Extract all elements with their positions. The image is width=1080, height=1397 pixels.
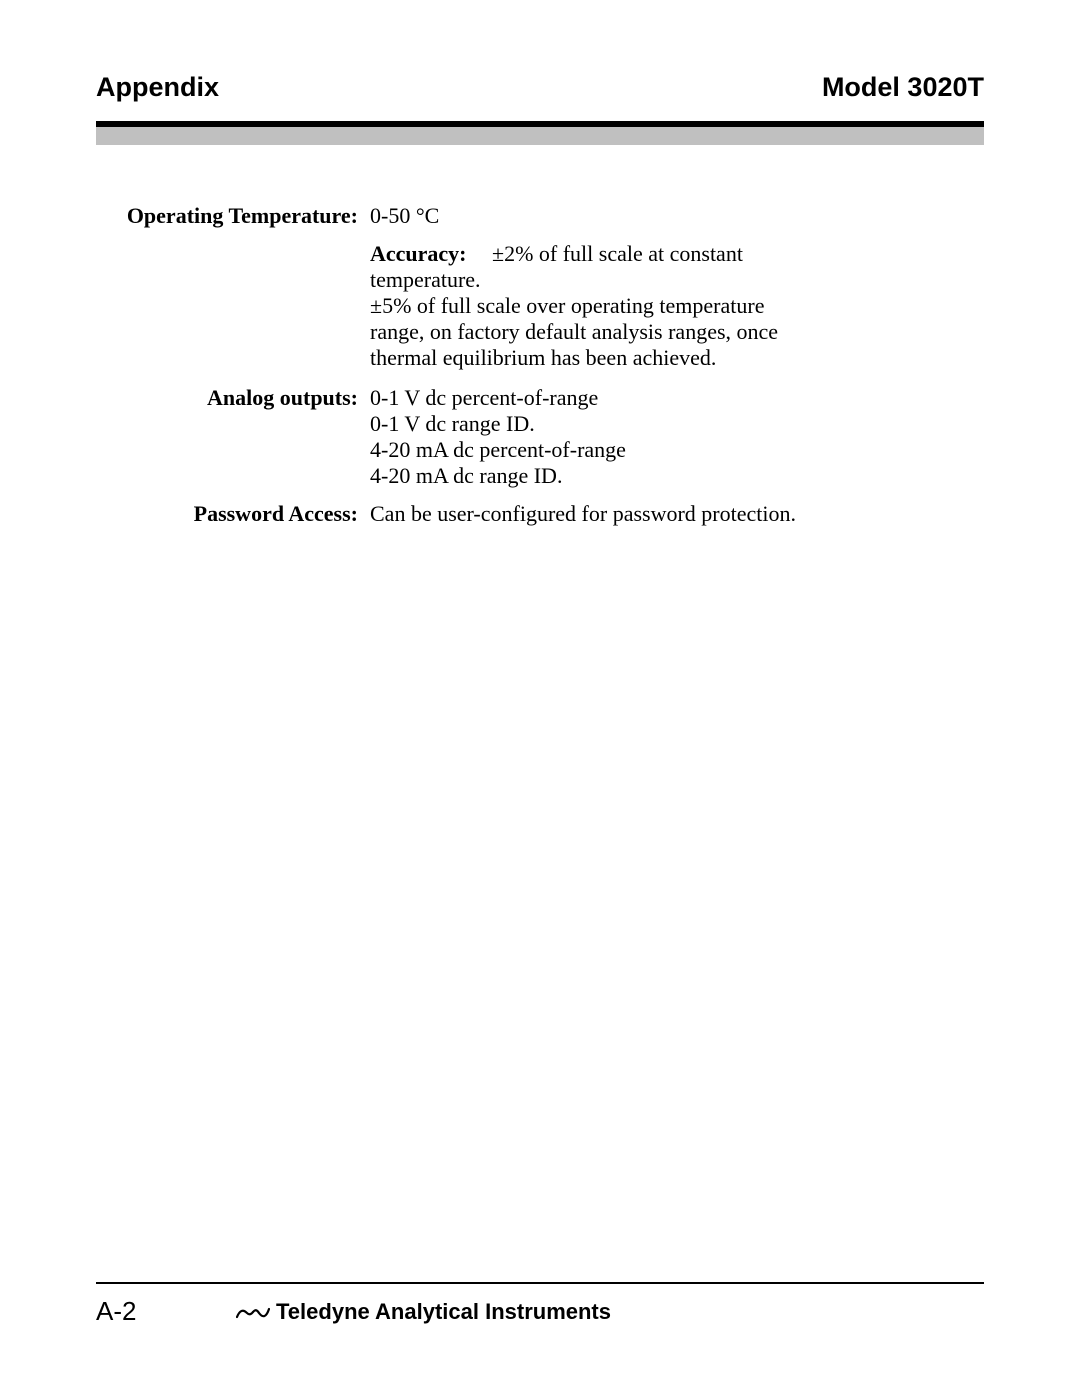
accuracy-line1-rest: ±2% of full scale at constant xyxy=(492,241,743,266)
header-left: Appendix xyxy=(96,72,219,103)
accuracy-line2: temperature. xyxy=(370,267,810,293)
teledyne-logo-icon xyxy=(236,1303,270,1321)
spec-accuracy-block: Accuracy:±2% of full scale at constant t… xyxy=(370,241,810,371)
footer-brand-wrap: Teledyne Analytical Instruments xyxy=(236,1299,611,1325)
analog-output-line: 0-1 V dc percent-of-range xyxy=(370,385,626,411)
spec-label: Password Access: xyxy=(126,501,370,527)
footer-rule xyxy=(96,1282,984,1284)
spec-row-password-access: Password Access: Can be user-configured … xyxy=(126,501,984,527)
spec-label: Operating Temperature: xyxy=(126,203,370,229)
page-header: Appendix Model 3020T xyxy=(96,72,984,103)
spec-value: Can be user-configured for password prot… xyxy=(370,501,796,527)
analog-output-line: 0-1 V dc range ID. xyxy=(370,411,626,437)
spec-value: 0-1 V dc percent-of-range 0-1 V dc range… xyxy=(370,385,626,489)
accuracy-label: Accuracy: xyxy=(370,241,492,267)
page-number: A-2 xyxy=(96,1296,236,1327)
spec-label: Analog outputs: xyxy=(126,385,370,411)
spec-row-operating-temperature: Operating Temperature: 0-50 °C xyxy=(126,203,984,229)
analog-output-line: 4-20 mA dc percent-of-range xyxy=(370,437,626,463)
header-rule-gray xyxy=(96,127,984,145)
footer-line: A-2 Teledyne Analytical Instruments xyxy=(96,1296,984,1327)
document-page: Appendix Model 3020T Operating Temperatu… xyxy=(0,0,1080,1397)
footer-brand-text: Teledyne Analytical Instruments xyxy=(276,1299,611,1325)
spec-value: 0-50 °C xyxy=(370,203,439,229)
page-footer: A-2 Teledyne Analytical Instruments xyxy=(96,1282,984,1327)
accuracy-line3: ±5% of full scale over operating tempera… xyxy=(370,293,810,371)
analog-output-line: 4-20 mA dc range ID. xyxy=(370,463,626,489)
accuracy-line1: Accuracy:±2% of full scale at constant xyxy=(370,241,810,267)
spec-row-analog-outputs: Analog outputs: 0-1 V dc percent-of-rang… xyxy=(126,385,984,489)
header-right: Model 3020T xyxy=(822,72,984,103)
spec-content: Operating Temperature: 0-50 °C Accuracy:… xyxy=(126,203,984,526)
